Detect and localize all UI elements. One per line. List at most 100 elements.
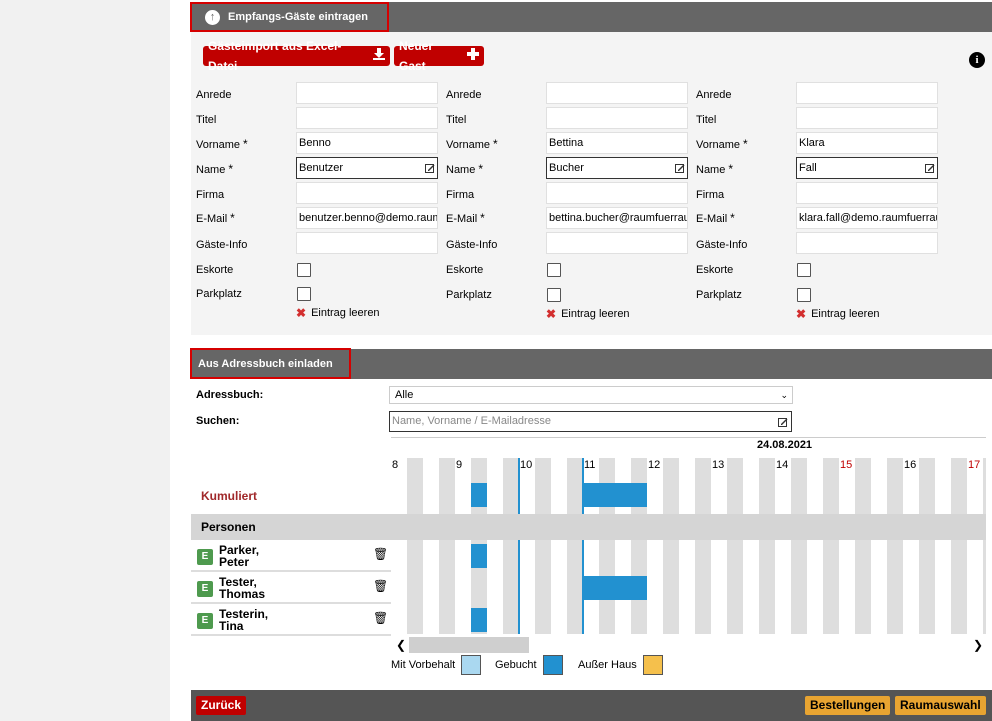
section-header-guests: [191, 2, 992, 32]
trash-icon[interactable]: 🗑: [373, 611, 389, 625]
gaeste-info-field[interactable]: [296, 232, 438, 254]
back-button[interactable]: Zurück: [196, 696, 247, 715]
label-anrede: Anrede: [196, 89, 232, 101]
label-parkplatz: Parkplatz: [196, 288, 242, 300]
timeline-stripe: [823, 458, 839, 634]
scroll-right-icon[interactable]: ❯: [973, 638, 984, 652]
room-selection-button[interactable]: Raumauswahl: [895, 696, 986, 715]
email-field[interactable]: benutzer.benno@demo.raumfuerrau: [296, 207, 438, 229]
booking-bar: [583, 576, 647, 600]
info-icon[interactable]: i: [969, 52, 985, 68]
booking-bar: [471, 608, 487, 632]
timeline-hour-label: 13: [712, 459, 724, 471]
label-gaeste-info: Gäste-Info: [446, 239, 498, 251]
addressbook-label: Adressbuch:: [196, 389, 264, 401]
trash-icon[interactable]: 🗑: [373, 547, 389, 561]
scroll-left-icon[interactable]: ❮: [396, 638, 407, 652]
firma-field[interactable]: [796, 182, 938, 204]
timeline-hour-label: 12: [648, 459, 660, 471]
person-row[interactable]: E Tester, Thomas 🗑: [191, 572, 391, 604]
timeline-stripe: [407, 458, 423, 634]
eskorte-checkbox[interactable]: [797, 263, 811, 277]
vorname-field[interactable]: Benno: [296, 132, 438, 154]
import-excel-label: Gästeimport aus Excel-Datei: [208, 39, 342, 73]
label-vorname: Vorname *: [196, 137, 248, 151]
addressbook-select[interactable]: Alle ⌄: [389, 386, 793, 404]
person-row[interactable]: E Testerin, Tina 🗑: [191, 604, 391, 636]
timeline-stripe: [727, 458, 743, 634]
label-eskorte: Eskorte: [696, 264, 734, 276]
titel-field[interactable]: [796, 107, 938, 129]
parkplatz-checkbox[interactable]: [547, 288, 561, 302]
chevron-down-icon: ⌄: [780, 390, 788, 400]
vorname-field[interactable]: Klara: [796, 132, 938, 154]
eskorte-checkbox[interactable]: [297, 263, 311, 277]
search-label: Suchen:: [196, 415, 240, 427]
timeline-grid: 8 9 10 11 12 13 14 15 16 17: [392, 458, 986, 634]
legend-swatch: [461, 655, 482, 675]
firma-field[interactable]: [546, 182, 688, 204]
parkplatz-checkbox[interactable]: [297, 287, 311, 301]
edit-icon: [778, 418, 788, 427]
person-badge: E: [197, 581, 213, 597]
titel-field[interactable]: [296, 107, 438, 129]
timeline-hour-label: 17: [968, 459, 980, 471]
trash-icon[interactable]: 🗑: [373, 579, 389, 593]
label-titel: Titel: [696, 114, 717, 126]
timeline-stripe: [887, 458, 903, 634]
timeline-stripe: [663, 458, 679, 634]
collapse-addressbook-toggle[interactable]: Aus Adressbuch einladen: [190, 348, 351, 379]
clear-entry-link[interactable]: ✖ Eintrag leeren: [296, 306, 380, 320]
person-row[interactable]: E Parker, Peter 🗑: [191, 540, 391, 572]
orders-button[interactable]: Bestellungen: [805, 696, 891, 715]
name-field[interactable]: Bucher: [546, 157, 688, 179]
parkplatz-checkbox[interactable]: [797, 288, 811, 302]
label-name: Name *: [446, 162, 484, 176]
email-field[interactable]: klara.fall@demo.raumfuerrau: [796, 207, 938, 229]
timeline-stripe: [791, 458, 807, 634]
person-name: Parker, Peter: [219, 543, 260, 569]
anrede-field[interactable]: [546, 82, 688, 104]
timeline-divider: [391, 437, 986, 438]
eskorte-checkbox[interactable]: [547, 263, 561, 277]
clear-entry-link[interactable]: ✖ Eintrag leeren: [796, 307, 880, 321]
name-field[interactable]: Fall: [796, 157, 938, 179]
person-badge: E: [197, 549, 213, 565]
clear-entry-label: Eintrag leeren: [561, 308, 630, 320]
edit-icon: [425, 164, 435, 173]
label-gaeste-info: Gäste-Info: [696, 239, 748, 251]
firma-field[interactable]: [296, 182, 438, 204]
gaeste-info-field[interactable]: [546, 232, 688, 254]
label-titel: Titel: [196, 114, 217, 126]
email-field[interactable]: bettina.bucher@raumfuerrau: [546, 207, 688, 229]
label-eskorte: Eskorte: [196, 264, 234, 276]
horizontal-scrollbar[interactable]: [409, 637, 529, 653]
label-anrede: Anrede: [696, 89, 732, 101]
vorname-field[interactable]: Bettina: [546, 132, 688, 154]
import-excel-button[interactable]: Gästeimport aus Excel-Datei: [203, 39, 390, 73]
gaeste-info-field[interactable]: [796, 232, 938, 254]
legend-swatch: [542, 655, 563, 675]
download-icon: [373, 46, 385, 66]
person-name: Tester, Thomas: [219, 575, 266, 601]
collapse-guests-toggle[interactable]: ↑ Empfangs-Gäste eintragen: [190, 2, 389, 32]
label-eskorte: Eskorte: [446, 264, 484, 276]
name-field[interactable]: Benutzer: [296, 157, 438, 179]
clear-entry-link[interactable]: ✖ Eintrag leeren: [546, 307, 630, 321]
kumuliert-label: Kumuliert: [201, 489, 258, 503]
timeline-stripe: [695, 458, 711, 634]
new-guest-button[interactable]: Neuer Gast: [394, 39, 484, 73]
timeline-stripe: [983, 458, 986, 634]
anrede-field[interactable]: [296, 82, 438, 104]
search-placeholder: Name, Vorname / E-Mailadresse: [392, 415, 551, 427]
timeline-hour-label: 16: [904, 459, 916, 471]
timeline-hour-label: 11: [584, 459, 595, 471]
x-icon: ✖: [546, 307, 557, 321]
edit-icon: [675, 164, 685, 173]
label-email: E-Mail *: [446, 211, 485, 225]
titel-field[interactable]: [546, 107, 688, 129]
timeline-stripe: [855, 458, 871, 634]
anrede-field[interactable]: [796, 82, 938, 104]
search-input[interactable]: Name, Vorname / E-Mailadresse: [389, 411, 792, 432]
person-name: Testerin, Tina: [219, 607, 269, 633]
